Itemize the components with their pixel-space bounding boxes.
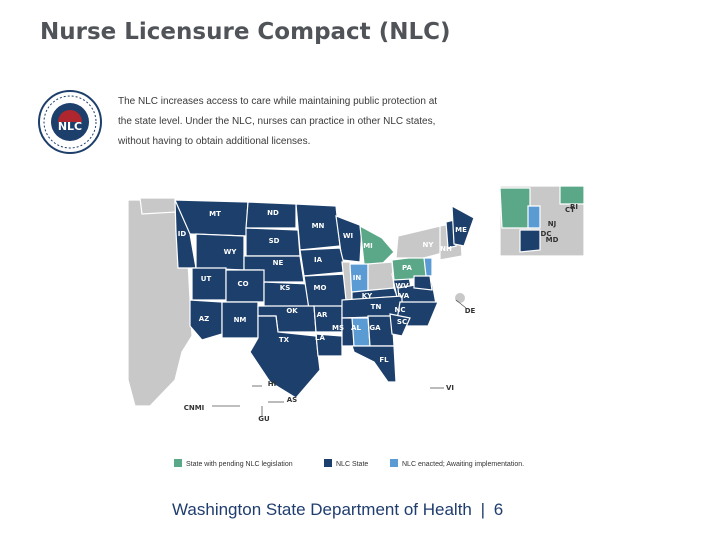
state-label-ks: KS [280, 284, 290, 292]
state-label-ok: OK [286, 307, 298, 315]
state-al [351, 317, 371, 347]
state-label-tn: TN [371, 303, 382, 311]
legend-label: State with pending NLC legislation [186, 461, 293, 468]
state-md-de [413, 275, 433, 291]
state-label-in: IN [353, 274, 362, 282]
state-label-ga: GA [369, 324, 381, 332]
slide-title: Nurse Licensure Compact (NLC) [40, 19, 451, 45]
state-label-mi: MI [363, 242, 373, 250]
state-label-fl: FL [379, 356, 389, 364]
state-nj [423, 257, 433, 277]
state-label-nd: ND [267, 209, 279, 217]
state-label-ar: AR [317, 311, 328, 319]
state-fl [351, 345, 397, 383]
state-ut [191, 267, 227, 301]
state-label-wv: WV [395, 282, 409, 290]
footer-org: Washington State Department of Health [172, 500, 472, 519]
state-la [315, 333, 343, 357]
state-label-va: VA [399, 292, 410, 300]
inset-nj [527, 205, 541, 229]
state-label-nc: NC [395, 306, 406, 314]
state-label-co: CO [237, 280, 248, 288]
state-label-ky: KY [362, 292, 373, 300]
legend-swatch [174, 459, 182, 467]
state-label-nj: NJ [548, 220, 556, 228]
state-wy [195, 233, 245, 271]
footer-separator: | [480, 500, 486, 519]
state-label-mo: MO [314, 284, 327, 292]
state-ny [395, 225, 447, 259]
state-label-de: DE [465, 307, 476, 315]
state-label-dc: DC [541, 230, 552, 238]
intro-paragraph: The NLC increases access to care while m… [118, 96, 438, 147]
state-id [174, 199, 197, 269]
state-label-md: MD [546, 236, 559, 244]
state-me [451, 204, 475, 247]
state-label-ct: CT [565, 206, 575, 214]
state-label-ms: MS [332, 324, 344, 332]
inset-md [519, 229, 541, 253]
state-ia [299, 247, 347, 277]
state-label-mt: MT [209, 210, 221, 218]
inset-ma-me [559, 185, 585, 205]
footer-page-number: 6 [493, 500, 504, 519]
state-label-ny: NY [423, 241, 435, 249]
state-label-la: LA [315, 334, 325, 342]
state-label-me: ME [455, 226, 467, 234]
state-label-wy: WY [224, 248, 238, 256]
state-label-sd: SD [269, 237, 280, 245]
state-label-wi: WI [343, 232, 353, 240]
state-label-nh: NH [440, 245, 452, 253]
territory-leader-line [455, 299, 467, 309]
legend-swatch [324, 459, 332, 467]
state-label-id: ID [178, 230, 187, 238]
state-label-ne: NE [273, 259, 284, 267]
state-label-az: AZ [199, 315, 210, 323]
state-label-tx: TX [279, 336, 290, 344]
state-label-vi: VI [446, 384, 454, 392]
dc-marker [455, 293, 465, 303]
state-az [189, 299, 223, 341]
nlc-seal-icon: NLC [38, 90, 102, 154]
seal-text: NLC [58, 120, 82, 133]
state-label-pa: PA [402, 264, 412, 272]
state-sc [389, 313, 411, 337]
state-nd [245, 201, 297, 229]
state-label-mn: MN [312, 222, 325, 230]
slide-footer: Washington State Department of Health | … [172, 500, 503, 520]
state-label-as: AS [287, 396, 297, 404]
state-label-hi: HI [268, 380, 276, 388]
state-label-ri: RI [570, 203, 578, 211]
state-label-ut: UT [201, 275, 212, 283]
state-label-al: AL [351, 324, 361, 332]
state-tx [249, 315, 321, 399]
state-label-gu: GU [258, 415, 270, 423]
state-mi [359, 224, 395, 267]
inset-vt-nh [499, 187, 531, 229]
state-wi [335, 215, 363, 263]
legend-label: NLC State [336, 461, 368, 468]
state-label-ia: IA [314, 256, 323, 264]
state-wa [139, 197, 178, 215]
legend-label: NLC enacted; Awaiting implementation. [402, 461, 524, 468]
state-label-sc: SC [397, 318, 407, 326]
legend-swatch [390, 459, 398, 467]
state-label-cnmi: CNMI [184, 404, 205, 412]
state-label-nm: NM [234, 316, 247, 324]
